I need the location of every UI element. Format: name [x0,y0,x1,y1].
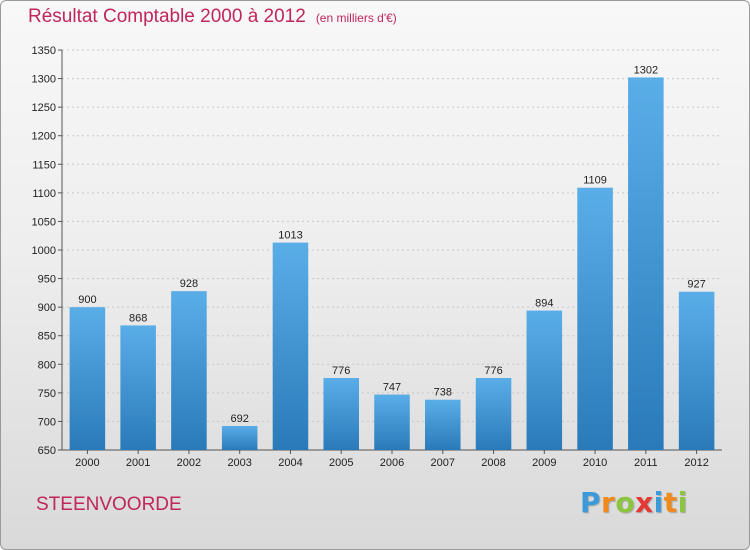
y-tick-label: 1200 [32,131,56,143]
x-tick-label: 2004 [278,457,302,469]
x-tick-label: 2012 [684,457,708,469]
bar-2009 [526,310,563,450]
value-label: 1109 [583,175,607,187]
bar-2001 [120,325,156,450]
y-tick-label: 1350 [32,45,56,57]
logo-letter: P [580,486,602,519]
logo-letter: r [601,486,616,519]
city-name: STEENVOORDE [36,494,182,515]
bar-2006 [374,394,410,450]
x-tick-label: 2009 [532,457,556,469]
y-tick-labels: 650 700 750 800 850 900 950 1000 1050 1100 1150 120… [32,45,56,457]
bars [69,77,715,450]
y-tick-label: 1050 [32,216,56,228]
x-tick-label: 2008 [481,457,505,469]
y-tick-label: 1150 [32,159,56,171]
value-label: 776 [332,365,350,377]
value-label: 1302 [634,64,658,76]
x-tick-label: 2002 [177,457,201,469]
bar-2005 [323,378,359,450]
chart-title-text: Résultat Comptable 2000 à 2012 [28,6,306,27]
logo-letter: t [663,486,678,519]
y-tick-label: 1100 [32,188,56,200]
bar-2010 [577,187,613,450]
value-label: 738 [434,387,452,399]
value-label: 900 [78,294,96,306]
x-tick-label: 2010 [583,457,607,469]
y-tick-label: 700 [38,416,56,428]
chart-title: Résultat Comptable 2000 à 2012 (en millie… [28,6,397,28]
proxiti-logo[interactable]: Proxiti [580,486,688,519]
chart-subtitle: (en milliers d'€) [315,11,397,25]
y-tick-label: 1300 [32,74,56,86]
x-tick-label: 2001 [126,457,150,469]
bar-2000 [69,307,106,450]
value-label: 927 [687,279,705,291]
x-tick-label: 2003 [227,457,251,469]
value-label: 776 [484,365,502,377]
bar-2004 [272,242,309,450]
x-tick-label: 2005 [329,457,353,469]
x-tick-label: 2011 [634,457,658,469]
y-tick-label: 850 [38,331,56,343]
value-label: 894 [535,298,553,310]
x-tick-label: 2006 [380,457,404,469]
value-label: 928 [180,278,198,290]
bar-2003 [221,426,258,450]
bar-2002 [171,291,207,450]
logo-letter: o [615,486,636,519]
x-tick-label: 2000 [75,457,99,469]
value-label: 747 [383,382,401,394]
y-tick-label: 650 [38,445,56,457]
y-tick-label: 1000 [32,245,56,257]
value-labels: 900 868 928 692 1013 776 747 738 776 894 1109 1302 9… [78,64,706,425]
x-tick-labels: 2000 2001 2002 2003 2004 2005 2006 2007 2008 2009… [75,450,709,469]
value-label: 692 [231,413,249,425]
y-tick-label: 800 [38,359,56,371]
bar-2007 [425,399,461,450]
y-tick-label: 1250 [32,102,56,114]
logo-letter: i [677,486,688,519]
x-tick-label: 2007 [431,457,455,469]
y-tick-label: 950 [38,274,56,286]
logo-letter: i [653,486,664,519]
y-tick-label: 750 [38,388,56,400]
logo-letter: x [635,486,654,519]
bar-2008 [475,378,512,450]
bar-2011 [628,77,664,450]
value-label: 1013 [278,230,302,242]
bar-2012 [678,291,715,450]
y-tick-label: 900 [38,302,56,314]
value-label: 868 [129,312,147,324]
